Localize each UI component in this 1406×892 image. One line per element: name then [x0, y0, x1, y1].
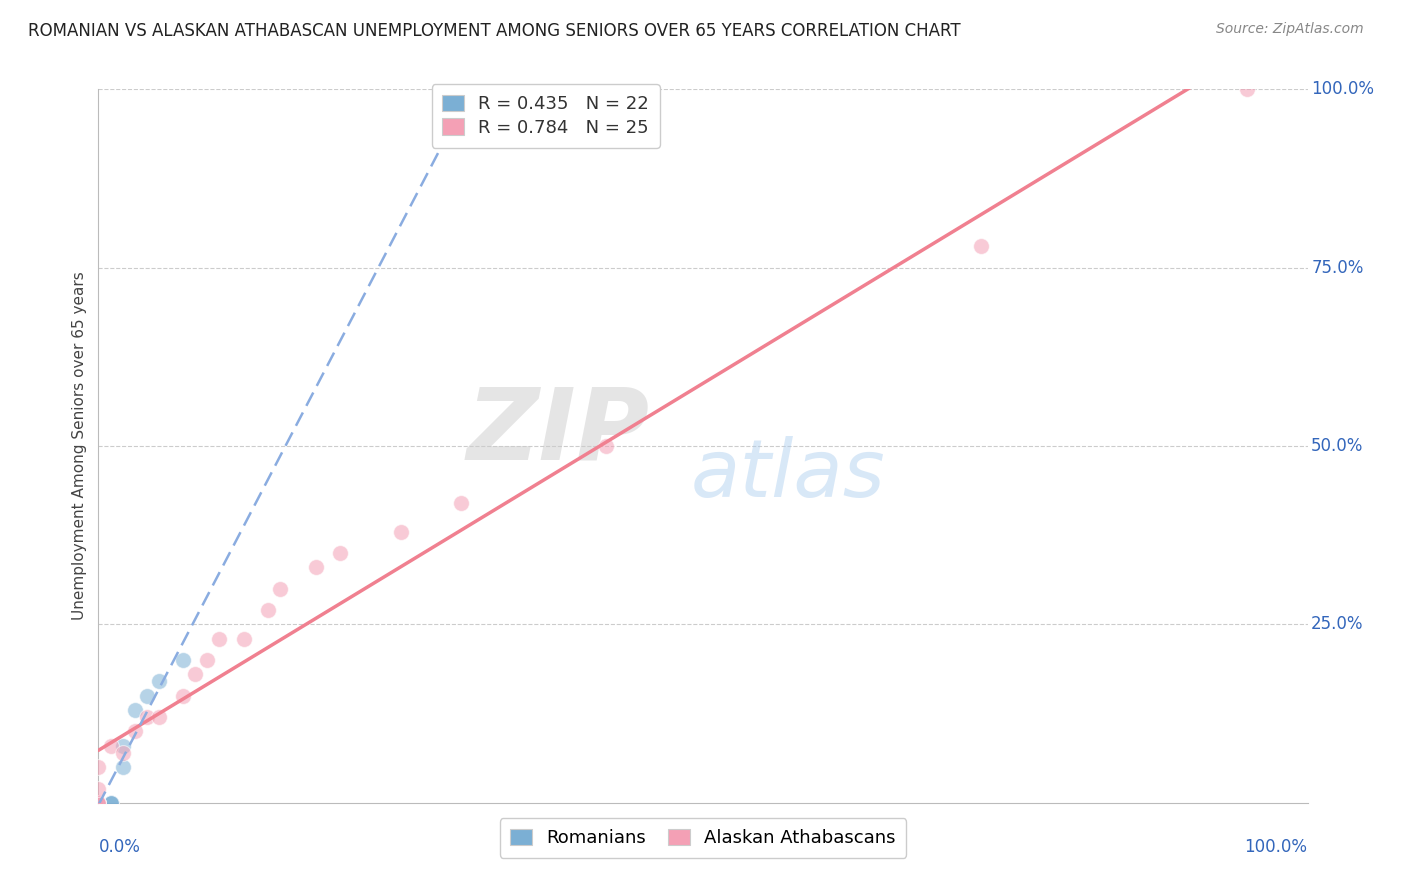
Point: [124, 724, 146, 739]
Point: [172, 689, 194, 703]
Point: [87, 796, 110, 810]
Point: [87, 760, 110, 774]
Point: [87, 781, 110, 796]
Point: [135, 710, 157, 724]
Point: [111, 739, 134, 753]
Point: [87, 796, 110, 810]
Point: [970, 239, 993, 253]
Point: [450, 496, 472, 510]
Point: [269, 582, 291, 596]
Point: [87, 796, 110, 810]
Point: [87, 796, 110, 810]
Text: 50.0%: 50.0%: [1312, 437, 1364, 455]
Text: ZIP: ZIP: [467, 384, 650, 480]
Legend: Romanians, Alaskan Athabascans: Romanians, Alaskan Athabascans: [499, 818, 907, 858]
Point: [111, 746, 134, 760]
Text: atlas: atlas: [690, 435, 884, 514]
Point: [172, 653, 194, 667]
Point: [87, 796, 110, 810]
Point: [389, 524, 412, 539]
Point: [135, 689, 157, 703]
Point: [148, 674, 170, 689]
Point: [87, 796, 110, 810]
Point: [305, 560, 328, 574]
Point: [111, 760, 134, 774]
Text: 25.0%: 25.0%: [1312, 615, 1364, 633]
Text: 75.0%: 75.0%: [1312, 259, 1364, 277]
Text: 100.0%: 100.0%: [1312, 80, 1374, 98]
Point: [195, 653, 218, 667]
Point: [87, 796, 110, 810]
Point: [100, 796, 122, 810]
Point: [232, 632, 254, 646]
Point: [87, 796, 110, 810]
Point: [100, 796, 122, 810]
Text: 0.0%: 0.0%: [98, 838, 141, 856]
Point: [595, 439, 617, 453]
Point: [1236, 82, 1258, 96]
Point: [87, 796, 110, 810]
Point: [148, 710, 170, 724]
Point: [87, 796, 110, 810]
Point: [124, 703, 146, 717]
Point: [87, 796, 110, 810]
Point: [87, 796, 110, 810]
Text: ROMANIAN VS ALASKAN ATHABASCAN UNEMPLOYMENT AMONG SENIORS OVER 65 YEARS CORRELAT: ROMANIAN VS ALASKAN ATHABASCAN UNEMPLOYM…: [28, 22, 960, 40]
Point: [87, 796, 110, 810]
Point: [208, 632, 231, 646]
Point: [184, 667, 207, 681]
Point: [329, 546, 352, 560]
Point: [256, 603, 278, 617]
Y-axis label: Unemployment Among Seniors over 65 years: Unemployment Among Seniors over 65 years: [72, 272, 87, 620]
Point: [87, 796, 110, 810]
Point: [87, 796, 110, 810]
Point: [87, 796, 110, 810]
Point: [87, 796, 110, 810]
Text: 100.0%: 100.0%: [1244, 838, 1308, 856]
Point: [100, 796, 122, 810]
Text: Source: ZipAtlas.com: Source: ZipAtlas.com: [1216, 22, 1364, 37]
Point: [100, 739, 122, 753]
